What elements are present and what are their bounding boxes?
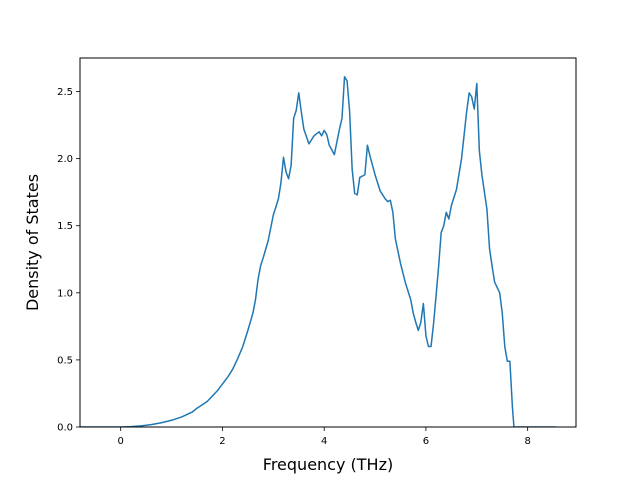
x-tick-label: 0 xyxy=(118,436,124,447)
y-tick-label: 2.0 xyxy=(57,154,73,165)
y-axis: 0.0 0.5 1.0 1.5 2.0 2.5 xyxy=(57,87,80,434)
plot-frame xyxy=(79,57,577,428)
x-tick-label: 8 xyxy=(524,436,530,447)
x-tick-label: 6 xyxy=(423,436,429,447)
series-line-0 xyxy=(80,76,556,427)
x-axis-label: Frequency (THz) xyxy=(263,455,393,474)
y-tick-label: 1.5 xyxy=(57,221,73,232)
y-tick-label: 2.5 xyxy=(57,87,73,98)
y-tick-label: 0.0 xyxy=(57,423,73,434)
y-tick-label: 1.0 xyxy=(57,288,73,299)
x-tick-label: 2 xyxy=(219,436,225,447)
y-tick-label: 0.5 xyxy=(57,355,73,366)
series-layer xyxy=(80,76,556,427)
x-tick-label: 4 xyxy=(321,436,327,447)
y-axis-label: Density of States xyxy=(23,174,42,311)
x-axis: 0 2 4 6 8 xyxy=(118,427,531,447)
